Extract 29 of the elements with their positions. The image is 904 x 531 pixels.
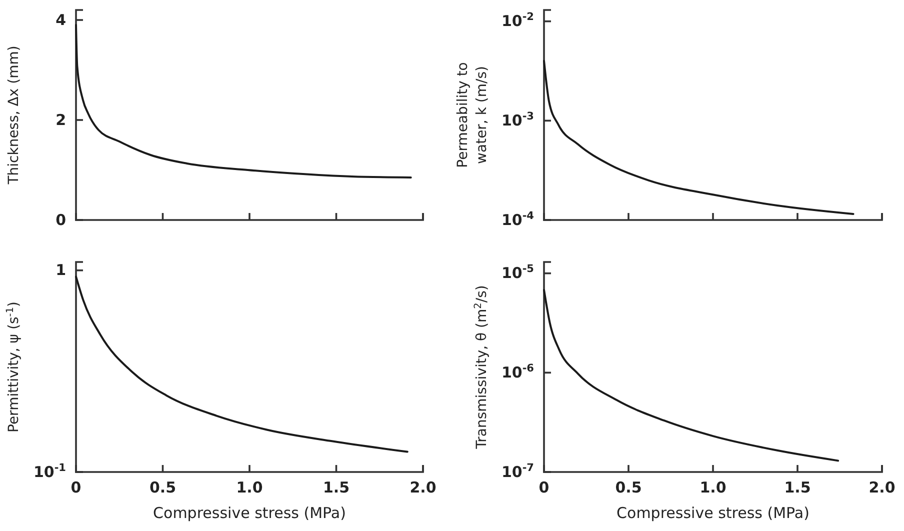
- y-tick-label: 10$^{-6}$: [501, 362, 534, 382]
- line-series: [75, 24, 412, 178]
- y-tick-label: 2: [56, 110, 66, 129]
- x-axis-title: Compressive stress (MPa): [153, 504, 346, 522]
- y-tick-label: 10$^{-5}$: [501, 263, 534, 282]
- y-tick-label: 1: [56, 261, 66, 280]
- y-tick-label: 0: [56, 210, 66, 229]
- y-axis-title: Thickness, Δx (mm): [6, 46, 22, 186]
- x-tick-label: 1.0: [236, 478, 263, 497]
- x-tick-label: 0: [538, 478, 550, 497]
- x-tick-label: 0.5: [615, 478, 642, 497]
- y-tick-label: 10$^{-2}$: [501, 11, 534, 30]
- x-tick-label: 0: [70, 478, 82, 497]
- y-tick-label: 10$^{-3}$: [501, 110, 534, 130]
- x-tick-label: 1.5: [322, 478, 350, 497]
- x-axis-title: Compressive stress (MPa): [616, 504, 810, 522]
- y-tick-label: 10$^{-4}$: [501, 210, 534, 229]
- line-series: [543, 288, 840, 462]
- x-tick-label: 1.5: [784, 478, 811, 497]
- y-tick-label: 10$^{-1}$: [33, 462, 66, 481]
- x-tick-label: 1.0: [700, 478, 726, 497]
- line-series: [543, 60, 854, 215]
- x-tick-label: 2.0: [868, 478, 896, 497]
- line-series: [75, 276, 408, 453]
- y-axis-title: Permeability to water, k (m/s): [455, 62, 490, 168]
- y-tick-label: 10$^{-7}$: [501, 462, 534, 481]
- x-tick-label: 2.0: [410, 478, 436, 497]
- y-tick-label: 4: [56, 10, 66, 29]
- x-tick-label: 0.5: [149, 478, 176, 497]
